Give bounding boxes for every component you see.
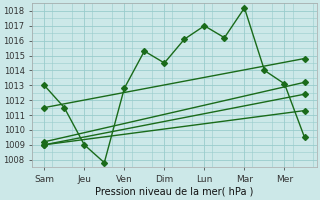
X-axis label: Pression niveau de la mer( hPa ): Pression niveau de la mer( hPa ) bbox=[95, 187, 253, 197]
